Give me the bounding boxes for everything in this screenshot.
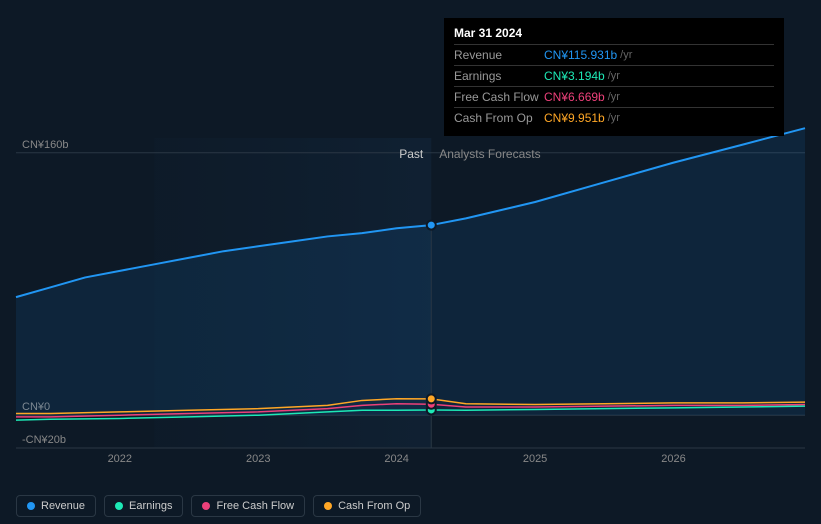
legend-label: Earnings [129, 500, 172, 512]
legend-dot-icon [324, 502, 332, 510]
legend-label: Cash From Op [338, 500, 410, 512]
tooltip-row: Cash From OpCN¥9.951b/yr [454, 107, 774, 128]
forecast-label: Analysts Forecasts [439, 147, 540, 161]
x-axis-label: 2024 [384, 453, 408, 465]
legend-item-fcf[interactable]: Free Cash Flow [191, 495, 305, 517]
past-label: Past [399, 147, 424, 161]
tooltip-metric-label: Cash From Op [454, 111, 544, 125]
x-axis-label: 2026 [661, 453, 685, 465]
tooltip-metric-value: CN¥3.194b [544, 69, 605, 83]
x-axis-label: 2023 [246, 453, 270, 465]
financials-chart: CN¥160bCN¥0-CN¥20bPastAnalysts Forecasts… [0, 0, 821, 524]
tooltip-unit: /yr [608, 70, 620, 82]
tooltip-metric-label: Free Cash Flow [454, 90, 544, 104]
y-axis-label: CN¥160b [22, 139, 68, 151]
highlight-marker-revenue [427, 221, 436, 230]
tooltip-metric-label: Revenue [454, 48, 544, 62]
tooltip-row: Free Cash FlowCN¥6.669b/yr [454, 86, 774, 107]
x-axis-label: 2022 [108, 453, 132, 465]
legend-dot-icon [27, 502, 35, 510]
tooltip-row: RevenueCN¥115.931b/yr [454, 44, 774, 65]
tooltip-metric-value: CN¥9.951b [544, 111, 605, 125]
legend-dot-icon [115, 502, 123, 510]
highlight-marker-cfo [427, 394, 436, 403]
chart-tooltip: Mar 31 2024 RevenueCN¥115.931b/yrEarning… [444, 18, 784, 136]
legend-item-earnings[interactable]: Earnings [104, 495, 183, 517]
legend-label: Free Cash Flow [216, 500, 294, 512]
legend-item-revenue[interactable]: Revenue [16, 495, 96, 517]
x-axis-label: 2025 [523, 453, 547, 465]
chart-legend: Revenue Earnings Free Cash Flow Cash From O… [16, 495, 421, 517]
tooltip-date: Mar 31 2024 [454, 26, 774, 40]
y-axis-label: -CN¥20b [22, 434, 66, 446]
tooltip-metric-label: Earnings [454, 69, 544, 83]
tooltip-metric-value: CN¥115.931b [544, 48, 617, 62]
tooltip-metric-value: CN¥6.669b [544, 90, 605, 104]
legend-label: Revenue [41, 500, 85, 512]
tooltip-unit: /yr [608, 91, 620, 103]
tooltip-unit: /yr [608, 112, 620, 124]
tooltip-unit: /yr [620, 49, 632, 61]
legend-item-cfo[interactable]: Cash From Op [313, 495, 421, 517]
legend-dot-icon [202, 502, 210, 510]
tooltip-row: EarningsCN¥3.194b/yr [454, 65, 774, 86]
